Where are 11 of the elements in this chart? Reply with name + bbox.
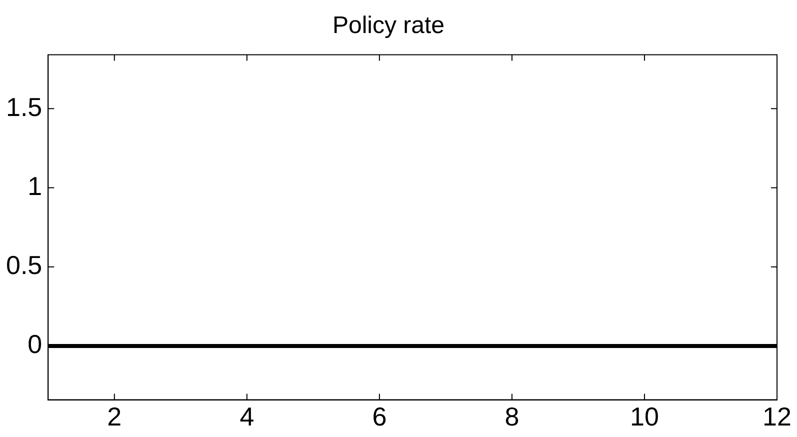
y-tick-label: 0.5 — [6, 250, 42, 280]
y-tick-label: 1.5 — [6, 92, 42, 122]
chart-title: Policy rate — [332, 12, 445, 40]
x-tick-label: 2 — [107, 402, 122, 432]
x-tick-label: 6 — [372, 402, 387, 432]
x-tick-label: 4 — [240, 402, 254, 432]
x-tick-label: 8 — [504, 402, 520, 432]
x-tick-label: 10 — [630, 402, 659, 432]
x-tick-label: 12 — [762, 402, 792, 432]
y-tick-label: 1 — [28, 170, 42, 201]
y-tick-label: 0 — [28, 329, 42, 360]
